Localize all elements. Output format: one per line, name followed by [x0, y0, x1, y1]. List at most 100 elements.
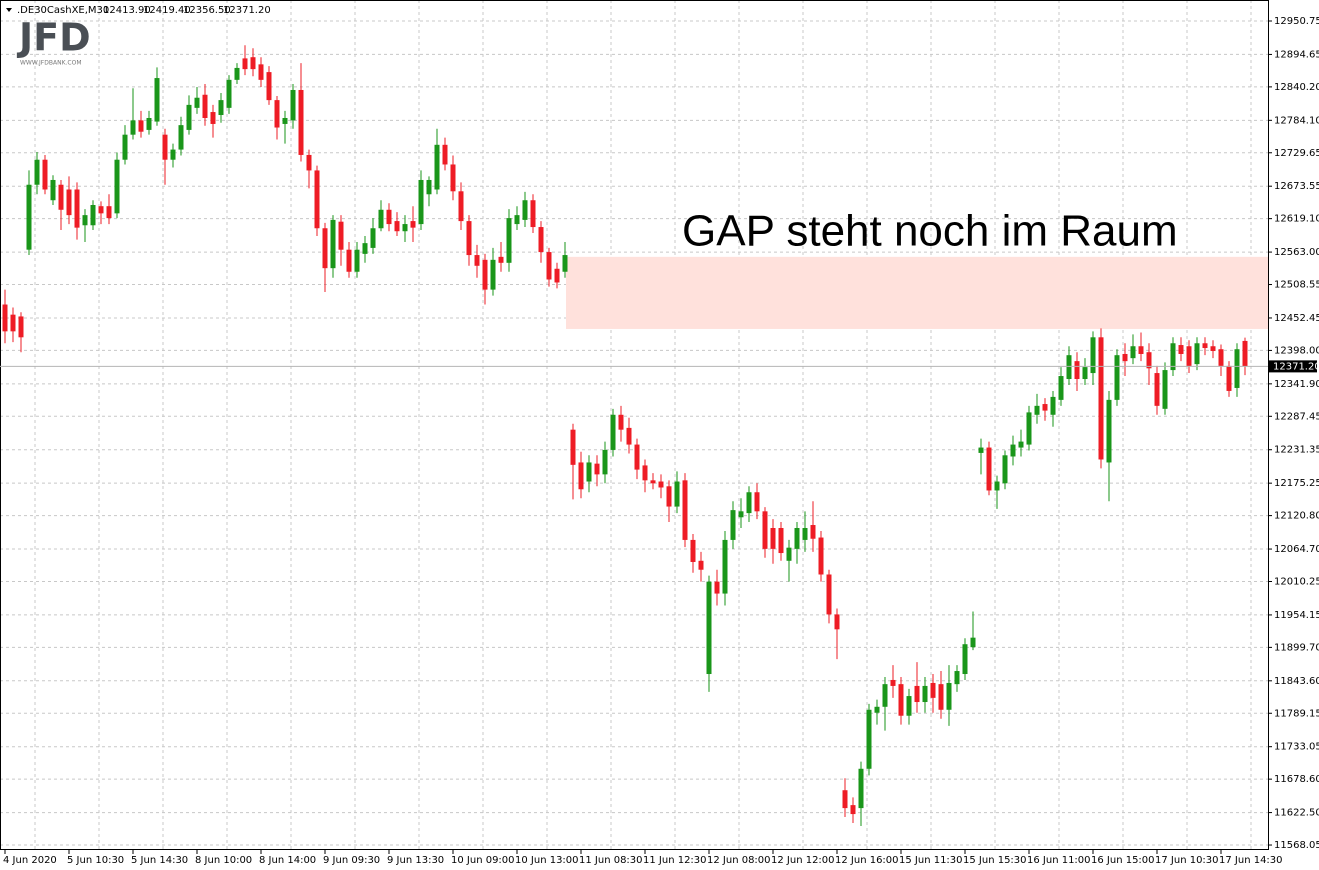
candle-body [514, 215, 520, 225]
candle-body [186, 104, 192, 130]
candle-body [1178, 345, 1184, 354]
y-tick-label: 12563.00 [1274, 247, 1319, 258]
y-tick-label: 12398.00 [1274, 345, 1319, 356]
candle-body [58, 184, 64, 210]
candle-body [954, 671, 960, 685]
y-tick-label: 12452.45 [1274, 313, 1319, 324]
candle-body [306, 154, 312, 171]
y-tick-label: 12784.10 [1274, 115, 1319, 126]
candle-body [362, 243, 368, 254]
gap-zone [566, 256, 1268, 329]
candle-body [874, 706, 880, 713]
candle-body [1130, 346, 1136, 359]
candle-body [170, 149, 176, 160]
candle-body [394, 221, 400, 232]
candle-body [698, 560, 704, 570]
x-tick-label: 12 Jun 16:00 [835, 855, 899, 866]
candle-body [154, 78, 160, 122]
candle-body [210, 112, 216, 124]
x-tick-label: 4 Jun 2020 [3, 855, 57, 866]
header-close: 12371.20 [223, 5, 271, 16]
candle-body [274, 100, 280, 128]
y-tick-label: 12120.80 [1274, 511, 1319, 522]
candle-body [194, 97, 200, 108]
y-tick-label: 11733.05 [1274, 742, 1319, 753]
x-tick-label: 9 Jun 13:30 [387, 855, 444, 866]
candle-body [226, 79, 232, 108]
candle-body [162, 134, 168, 160]
header-open: 12413.90 [103, 5, 151, 16]
plot-frame [0, 0, 1269, 850]
y-tick-label: 12619.10 [1274, 214, 1319, 225]
candle-body [50, 179, 56, 201]
candle-body [986, 447, 992, 491]
y-tick-label: 12287.45 [1274, 411, 1319, 422]
logo-subtext: WWW.JFDBANK.COM [20, 60, 82, 67]
candle-body [298, 89, 304, 155]
candle-body [386, 209, 392, 225]
candle-body [746, 492, 752, 514]
candle-body [730, 510, 736, 540]
candle-body [1034, 405, 1040, 415]
y-tick-label: 12950.75 [1274, 16, 1319, 27]
candle-body [10, 314, 16, 332]
candle-body [1106, 399, 1112, 463]
candle-body [738, 511, 744, 518]
candle-body [370, 228, 376, 248]
candle-body [218, 100, 224, 116]
candle-body [922, 685, 928, 703]
candle-body [690, 539, 696, 562]
x-tick-label: 5 Jun 10:30 [67, 855, 124, 866]
candle-body [442, 144, 448, 165]
x-tick-label: 10 Jun 13:00 [515, 855, 579, 866]
candle-body [482, 259, 488, 290]
grid [0, 0, 1268, 850]
y-tick-label: 12508.55 [1274, 280, 1319, 291]
candle-body [1074, 361, 1080, 380]
menu-arrow[interactable] [6, 8, 12, 12]
candle-body [562, 255, 568, 272]
candle-body [602, 449, 608, 475]
candle-body [594, 463, 600, 475]
last-price-box [1269, 360, 1317, 373]
candle-body [946, 682, 952, 710]
candle-body [1122, 353, 1128, 362]
candle-body [674, 481, 680, 507]
candle-body [810, 525, 816, 539]
candle-body [474, 255, 480, 266]
candle-body [106, 206, 112, 219]
candle-body [1026, 412, 1032, 445]
x-tick-label: 12 Jun 08:00 [707, 855, 771, 866]
candle-body [914, 685, 920, 703]
candle-body [530, 200, 536, 228]
candle-body [26, 184, 32, 250]
candle-body [554, 268, 560, 283]
candle-body [1202, 343, 1208, 349]
candle-body [1010, 444, 1016, 457]
candle-body [570, 429, 576, 465]
y-tick-label: 11954.15 [1274, 610, 1319, 621]
candle-body [1218, 349, 1224, 366]
candle-body [146, 117, 152, 130]
candle-body [282, 117, 288, 124]
candle-body [234, 67, 240, 80]
candle-body [410, 221, 416, 228]
candle-body [1098, 337, 1104, 460]
candle-body [250, 57, 256, 70]
candle-body [1170, 343, 1176, 371]
candle-body [1194, 343, 1200, 365]
candle-body [842, 790, 848, 809]
candle-body [962, 644, 968, 675]
candle-body [754, 492, 760, 512]
logo: JFD [16, 16, 91, 60]
candle-body [498, 256, 504, 263]
y-tick-label: 12010.25 [1274, 576, 1319, 587]
y-tick-label: 11568.05 [1274, 840, 1319, 851]
candle-body [1210, 346, 1216, 352]
candle-body [762, 511, 768, 549]
candle-body [314, 170, 320, 229]
candle-body [354, 249, 360, 272]
candle-body [1050, 396, 1056, 415]
candle-body [242, 58, 248, 70]
